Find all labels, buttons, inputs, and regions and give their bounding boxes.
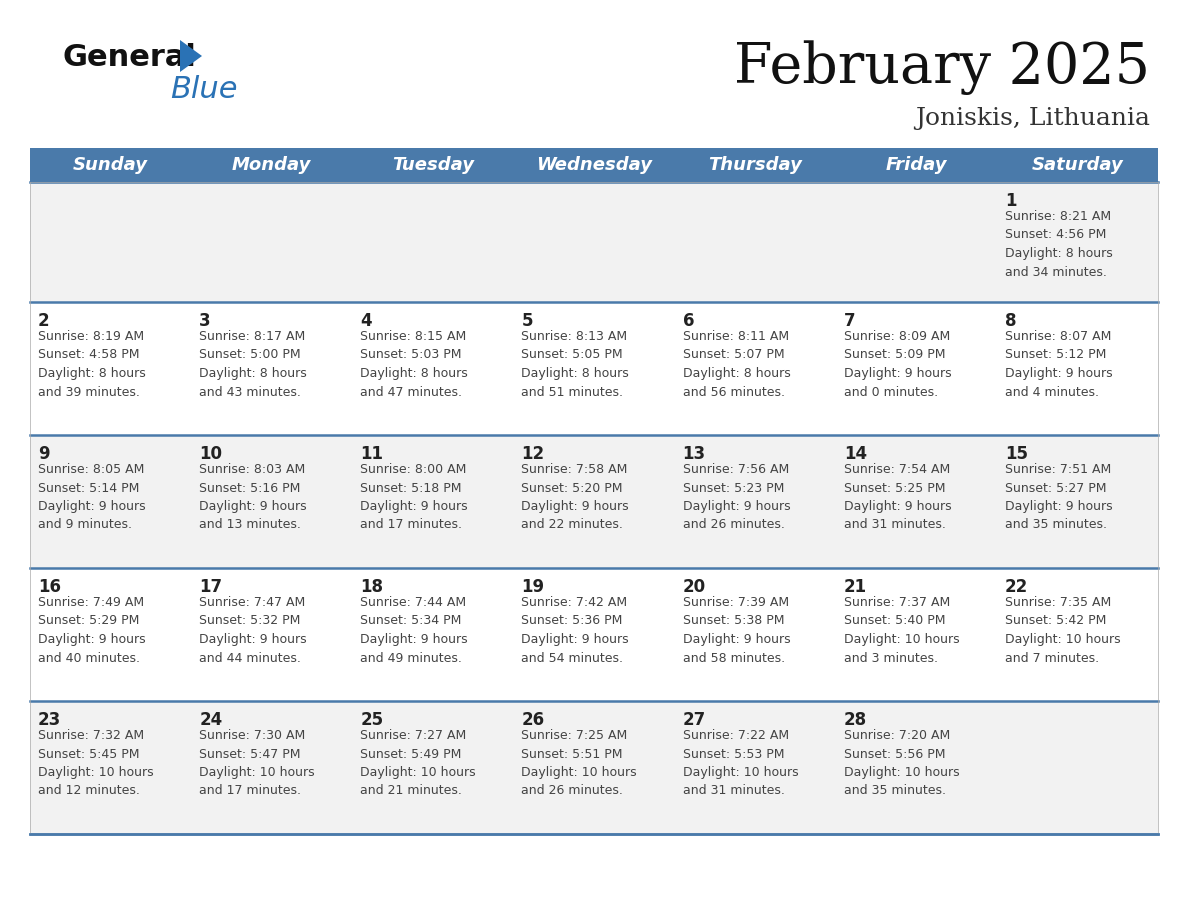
Text: Sunrise: 8:13 AM
Sunset: 5:05 PM
Daylight: 8 hours
and 51 minutes.: Sunrise: 8:13 AM Sunset: 5:05 PM Dayligh…	[522, 330, 630, 398]
Text: Monday: Monday	[232, 156, 311, 174]
Text: 24: 24	[200, 711, 222, 729]
Text: Sunrise: 7:39 AM
Sunset: 5:38 PM
Daylight: 9 hours
and 58 minutes.: Sunrise: 7:39 AM Sunset: 5:38 PM Dayligh…	[683, 596, 790, 665]
Bar	[30, 148, 191, 182]
Text: Sunrise: 8:09 AM
Sunset: 5:09 PM
Daylight: 9 hours
and 0 minutes.: Sunrise: 8:09 AM Sunset: 5:09 PM Dayligh…	[843, 330, 952, 398]
Text: 7: 7	[843, 312, 855, 330]
Text: 5: 5	[522, 312, 533, 330]
Text: Sunrise: 8:07 AM
Sunset: 5:12 PM
Daylight: 9 hours
and 4 minutes.: Sunrise: 8:07 AM Sunset: 5:12 PM Dayligh…	[1005, 330, 1112, 398]
Text: Sunrise: 8:19 AM
Sunset: 4:58 PM
Daylight: 8 hours
and 39 minutes.: Sunrise: 8:19 AM Sunset: 4:58 PM Dayligh…	[38, 330, 146, 398]
Text: Tuesday: Tuesday	[392, 156, 474, 174]
Text: 16: 16	[38, 578, 61, 596]
Text: 23: 23	[38, 711, 62, 729]
Text: Sunrise: 7:27 AM
Sunset: 5:49 PM
Daylight: 10 hours
and 21 minutes.: Sunrise: 7:27 AM Sunset: 5:49 PM Dayligh…	[360, 729, 476, 798]
Bar	[835, 148, 997, 182]
Text: 21: 21	[843, 578, 867, 596]
Text: 10: 10	[200, 445, 222, 463]
Bar	[30, 302, 1158, 435]
Text: Sunrise: 7:32 AM
Sunset: 5:45 PM
Daylight: 10 hours
and 12 minutes.: Sunrise: 7:32 AM Sunset: 5:45 PM Dayligh…	[38, 729, 153, 798]
Text: 3: 3	[200, 312, 210, 330]
Text: Sunrise: 7:20 AM
Sunset: 5:56 PM
Daylight: 10 hours
and 35 minutes.: Sunrise: 7:20 AM Sunset: 5:56 PM Dayligh…	[843, 729, 960, 798]
Text: Sunrise: 7:35 AM
Sunset: 5:42 PM
Daylight: 10 hours
and 7 minutes.: Sunrise: 7:35 AM Sunset: 5:42 PM Dayligh…	[1005, 596, 1120, 665]
Bar	[30, 182, 1158, 302]
Text: Sunrise: 7:51 AM
Sunset: 5:27 PM
Daylight: 9 hours
and 35 minutes.: Sunrise: 7:51 AM Sunset: 5:27 PM Dayligh…	[1005, 463, 1112, 532]
Text: Sunrise: 8:17 AM
Sunset: 5:00 PM
Daylight: 8 hours
and 43 minutes.: Sunrise: 8:17 AM Sunset: 5:00 PM Dayligh…	[200, 330, 307, 398]
Bar	[997, 148, 1158, 182]
Text: Sunrise: 7:58 AM
Sunset: 5:20 PM
Daylight: 9 hours
and 22 minutes.: Sunrise: 7:58 AM Sunset: 5:20 PM Dayligh…	[522, 463, 630, 532]
Text: Sunrise: 7:30 AM
Sunset: 5:47 PM
Daylight: 10 hours
and 17 minutes.: Sunrise: 7:30 AM Sunset: 5:47 PM Dayligh…	[200, 729, 315, 798]
Text: Joniskis, Lithuania: Joniskis, Lithuania	[915, 106, 1150, 129]
Text: 18: 18	[360, 578, 384, 596]
Bar	[30, 568, 1158, 701]
Text: Sunrise: 7:56 AM
Sunset: 5:23 PM
Daylight: 9 hours
and 26 minutes.: Sunrise: 7:56 AM Sunset: 5:23 PM Dayligh…	[683, 463, 790, 532]
Text: Sunrise: 8:05 AM
Sunset: 5:14 PM
Daylight: 9 hours
and 9 minutes.: Sunrise: 8:05 AM Sunset: 5:14 PM Dayligh…	[38, 463, 146, 532]
Text: 2: 2	[38, 312, 50, 330]
Bar	[675, 148, 835, 182]
Text: 9: 9	[38, 445, 50, 463]
Text: Sunday: Sunday	[74, 156, 148, 174]
Bar	[30, 435, 1158, 568]
Text: 26: 26	[522, 711, 544, 729]
Bar	[513, 148, 675, 182]
Text: 28: 28	[843, 711, 867, 729]
Text: 8: 8	[1005, 312, 1017, 330]
Text: Sunrise: 7:49 AM
Sunset: 5:29 PM
Daylight: 9 hours
and 40 minutes.: Sunrise: 7:49 AM Sunset: 5:29 PM Dayligh…	[38, 596, 146, 665]
Text: 22: 22	[1005, 578, 1028, 596]
Text: Sunrise: 7:25 AM
Sunset: 5:51 PM
Daylight: 10 hours
and 26 minutes.: Sunrise: 7:25 AM Sunset: 5:51 PM Dayligh…	[522, 729, 637, 798]
Polygon shape	[181, 40, 202, 72]
Text: Sunrise: 8:21 AM
Sunset: 4:56 PM
Daylight: 8 hours
and 34 minutes.: Sunrise: 8:21 AM Sunset: 4:56 PM Dayligh…	[1005, 210, 1113, 278]
Text: Thursday: Thursday	[708, 156, 802, 174]
Text: 19: 19	[522, 578, 544, 596]
Text: Saturday: Saturday	[1031, 156, 1124, 174]
Text: 11: 11	[360, 445, 384, 463]
Text: 27: 27	[683, 711, 706, 729]
Text: Sunrise: 8:11 AM
Sunset: 5:07 PM
Daylight: 8 hours
and 56 minutes.: Sunrise: 8:11 AM Sunset: 5:07 PM Dayligh…	[683, 330, 790, 398]
Bar	[30, 701, 1158, 834]
Text: 4: 4	[360, 312, 372, 330]
Text: Sunrise: 7:37 AM
Sunset: 5:40 PM
Daylight: 10 hours
and 3 minutes.: Sunrise: 7:37 AM Sunset: 5:40 PM Dayligh…	[843, 596, 960, 665]
Text: 25: 25	[360, 711, 384, 729]
Text: Sunrise: 7:42 AM
Sunset: 5:36 PM
Daylight: 9 hours
and 54 minutes.: Sunrise: 7:42 AM Sunset: 5:36 PM Dayligh…	[522, 596, 630, 665]
Text: Sunrise: 7:47 AM
Sunset: 5:32 PM
Daylight: 9 hours
and 44 minutes.: Sunrise: 7:47 AM Sunset: 5:32 PM Dayligh…	[200, 596, 307, 665]
Text: Sunrise: 7:54 AM
Sunset: 5:25 PM
Daylight: 9 hours
and 31 minutes.: Sunrise: 7:54 AM Sunset: 5:25 PM Dayligh…	[843, 463, 952, 532]
Text: 13: 13	[683, 445, 706, 463]
Text: February 2025: February 2025	[734, 40, 1150, 95]
Text: 1: 1	[1005, 192, 1017, 210]
Bar	[191, 148, 353, 182]
Text: Sunrise: 7:22 AM
Sunset: 5:53 PM
Daylight: 10 hours
and 31 minutes.: Sunrise: 7:22 AM Sunset: 5:53 PM Dayligh…	[683, 729, 798, 798]
Text: Friday: Friday	[885, 156, 947, 174]
Text: Sunrise: 8:00 AM
Sunset: 5:18 PM
Daylight: 9 hours
and 17 minutes.: Sunrise: 8:00 AM Sunset: 5:18 PM Dayligh…	[360, 463, 468, 532]
Text: 20: 20	[683, 578, 706, 596]
Text: Wednesday: Wednesday	[536, 156, 652, 174]
Text: General: General	[62, 43, 196, 73]
Text: Sunrise: 7:44 AM
Sunset: 5:34 PM
Daylight: 9 hours
and 49 minutes.: Sunrise: 7:44 AM Sunset: 5:34 PM Dayligh…	[360, 596, 468, 665]
Text: Blue: Blue	[170, 75, 238, 105]
Text: Sunrise: 8:03 AM
Sunset: 5:16 PM
Daylight: 9 hours
and 13 minutes.: Sunrise: 8:03 AM Sunset: 5:16 PM Dayligh…	[200, 463, 307, 532]
Text: 14: 14	[843, 445, 867, 463]
Text: 12: 12	[522, 445, 544, 463]
Text: 15: 15	[1005, 445, 1028, 463]
Text: Sunrise: 8:15 AM
Sunset: 5:03 PM
Daylight: 8 hours
and 47 minutes.: Sunrise: 8:15 AM Sunset: 5:03 PM Dayligh…	[360, 330, 468, 398]
Bar	[353, 148, 513, 182]
Text: 17: 17	[200, 578, 222, 596]
Text: 6: 6	[683, 312, 694, 330]
